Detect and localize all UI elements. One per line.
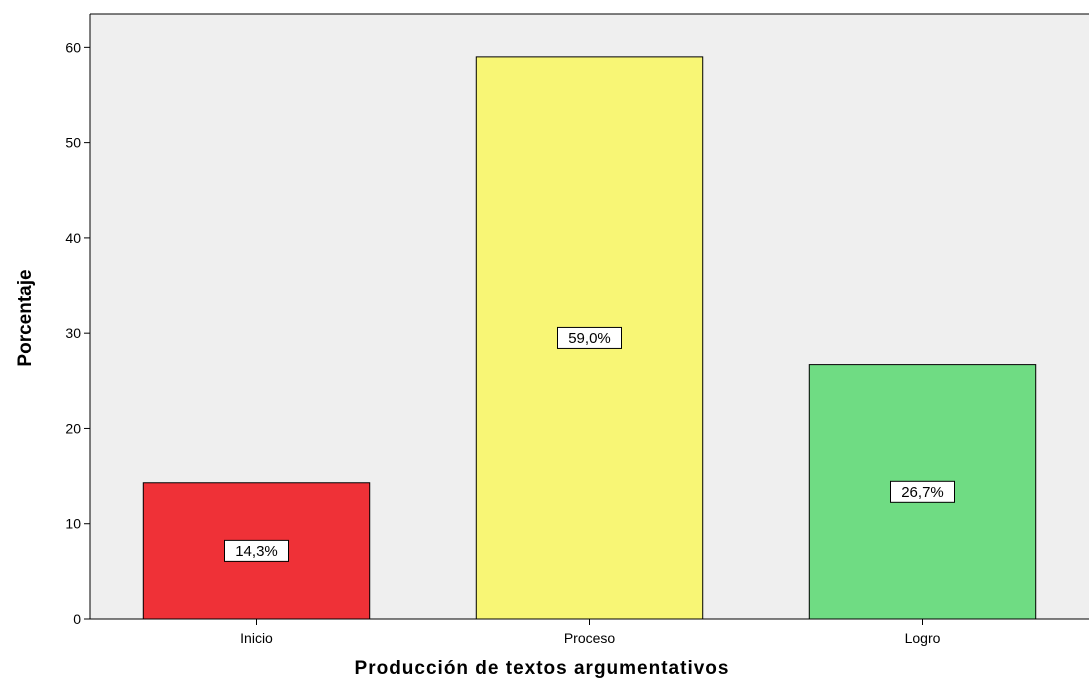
x-axis-title: Producción de textos argumentativos [355,658,730,679]
y-tick-label: 10 [65,516,81,532]
y-tick-label: 60 [65,39,81,55]
y-axis-title: Porcentaje [15,269,36,366]
data-label-text: 26,7% [901,484,944,501]
data-label-inicio: 14,3% [224,539,289,562]
y-ticks-layer: 0 10 20 30 40 50 60 [65,39,90,627]
data-label-box [224,539,289,562]
data-label-proceso: 59,0% [557,326,622,349]
x-tick-label: Inicio [240,630,273,646]
data-label-text: 59,0% [568,330,611,347]
data-label-text: 14,3% [235,543,278,560]
y-tick-label: 0 [73,611,81,627]
y-tick-label: 30 [65,325,81,341]
y-tick-label: 40 [65,230,81,246]
data-labels-layer: 14,3% 59,0% 26,7% [224,326,955,562]
data-label-logro: 26,7% [890,480,955,503]
data-label-box [557,326,622,349]
y-tick-label: 20 [65,420,81,436]
x-tick-label: Logro [905,630,941,646]
data-label-box [890,480,955,503]
x-ticks-layer: Inicio Proceso Logro [240,619,941,646]
x-tick-label: Proceso [564,630,616,646]
y-tick-label: 50 [65,135,81,151]
